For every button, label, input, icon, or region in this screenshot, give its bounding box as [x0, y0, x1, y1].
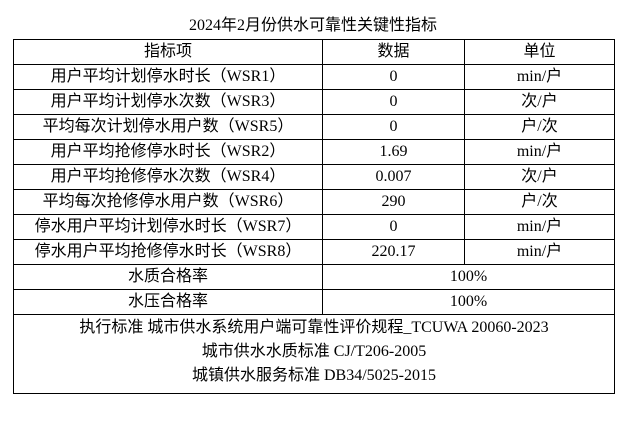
data-row: 用户平均计划停水次数（WSR3） 0 次/户	[13, 89, 615, 115]
table-cell: 0.007	[322, 164, 465, 190]
header-cell: 单位	[464, 39, 615, 65]
header-cell: 指标项	[13, 39, 323, 65]
table-cell: 用户平均抢修停水次数（WSR4）	[13, 164, 323, 190]
table-cell: 220.17	[322, 239, 465, 265]
rate-row: 水质合格率 100%	[13, 264, 615, 290]
table-cell: 用户平均抢修停水时长（WSR2）	[13, 139, 323, 165]
table-cell: 0	[322, 214, 465, 240]
table-cell: 用户平均计划停水时长（WSR1）	[13, 64, 323, 90]
footer-cell: 执行标准 城市供水系统用户端可靠性评价规程_TCUWA 20060-2023 城市…	[13, 314, 615, 394]
table-cell: 户/次	[464, 114, 615, 140]
table-cell: min/户	[464, 239, 615, 265]
table-cell: 平均每次抢修停水用户数（WSR6）	[13, 189, 323, 215]
footer-line: 城市供水水质标准 CJ/T206-2005	[201, 343, 427, 360]
data-row: 平均每次计划停水用户数（WSR5） 0 户/次	[13, 114, 615, 140]
table-cell: min/户	[464, 139, 615, 165]
table-cell: 0	[322, 89, 465, 115]
data-row: 停水用户平均计划停水时长（WSR7） 0 min/户	[13, 214, 615, 240]
data-row: 用户平均抢修停水时长（WSR2） 1.69 min/户	[13, 139, 615, 165]
footer-line: 城镇供水服务标准 DB34/5025-2015	[191, 367, 436, 384]
rate-value: 100%	[322, 264, 615, 290]
rate-value: 100%	[322, 289, 615, 315]
table-cell: 户/次	[464, 189, 615, 215]
rate-row: 水压合格率 100%	[13, 289, 615, 315]
header-cell: 数据	[322, 39, 465, 65]
table-cell: 停水用户平均计划停水时长（WSR7）	[13, 214, 323, 240]
rate-label: 水压合格率	[13, 289, 323, 315]
table-cell: 停水用户平均抢修停水时长（WSR8）	[13, 239, 323, 265]
data-row: 平均每次抢修停水用户数（WSR6） 290 户/次	[13, 189, 615, 215]
table-cell: 0	[322, 64, 465, 90]
table-cell: 平均每次计划停水用户数（WSR5）	[13, 114, 323, 140]
table-cell: 次/户	[464, 89, 615, 115]
header-row: 指标项 数据 单位	[13, 39, 615, 65]
table-cell: 1.69	[322, 139, 465, 165]
data-row: 用户平均计划停水时长（WSR1） 0 min/户	[13, 64, 615, 90]
table-cell: 次/户	[464, 164, 615, 190]
footer-row: 执行标准 城市供水系统用户端可靠性评价规程_TCUWA 20060-2023 城市…	[13, 314, 615, 394]
footer-line: 执行标准 城市供水系统用户端可靠性评价规程_TCUWA 20060-2023	[79, 319, 549, 336]
table-cell: min/户	[464, 214, 615, 240]
table-cell: 0	[322, 114, 465, 140]
data-row: 用户平均抢修停水次数（WSR4） 0.007 次/户	[13, 164, 615, 190]
rate-label: 水质合格率	[13, 264, 323, 290]
table-cell: min/户	[464, 64, 615, 90]
title: 2024年2月份供水可靠性关键性指标	[188, 17, 437, 34]
indicator-table: 指标项 数据 单位 用户平均计划停水时长（WSR1） 0 min/户 用户平均计划停水次数（…	[13, 39, 615, 394]
table-cell: 290	[322, 189, 465, 215]
data-row: 停水用户平均抢修停水时长（WSR8） 220.17 min/户	[13, 239, 615, 265]
table-cell: 用户平均计划停水次数（WSR3）	[13, 89, 323, 115]
